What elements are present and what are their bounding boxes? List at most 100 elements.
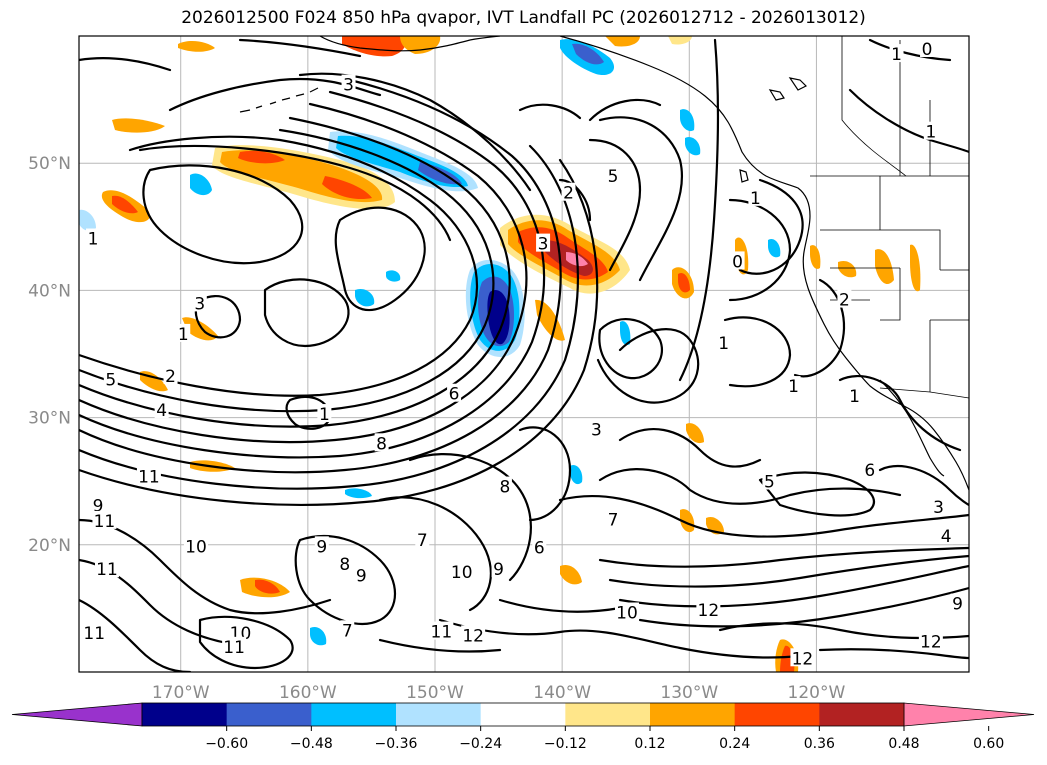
contour-label: 1 [319, 405, 330, 425]
contour-label: 11 [96, 560, 118, 580]
contour-label: 11 [223, 638, 245, 658]
contour-label-halo [730, 251, 745, 270]
contour-line [294, 535, 396, 625]
coastline-west-na [559, 36, 969, 491]
contour-label-halo [136, 466, 161, 485]
contour-line [818, 648, 969, 660]
colorbar-tick-label: −0.48 [290, 736, 333, 752]
contour-label-halo [847, 386, 862, 405]
contour-label: 1 [88, 230, 99, 250]
contour-line [678, 38, 720, 382]
contour-label: 1 [849, 387, 860, 407]
contour-label: 6 [449, 385, 460, 405]
shading-positive-band-north-inner2 [322, 176, 372, 200]
contour-label: 2 [563, 184, 574, 204]
shaded-anomaly-field [79, 36, 921, 672]
lon-tick-label: 160°W [279, 683, 337, 703]
contour-label-halo [939, 526, 954, 545]
contour-line [618, 428, 762, 468]
contour-line [738, 178, 804, 275]
contour-line [588, 138, 642, 272]
shading-negative-west-1 [190, 173, 212, 196]
contour-label: 0 [922, 40, 933, 60]
colorbar-segment [226, 703, 312, 726]
contour-line [285, 395, 332, 430]
contour-label: 2 [165, 367, 176, 387]
coastline-islands [739, 77, 808, 183]
colorbar-tick-label: −0.36 [375, 736, 418, 752]
shading-positive-south-strip [535, 299, 565, 341]
colorbar-segment [142, 703, 228, 726]
shading-negative-low-mid [310, 626, 327, 646]
shading-negative-low-mid2 [570, 464, 583, 485]
shading-negative-top-1-inner [572, 43, 604, 65]
shading-positive-se-1 [680, 509, 695, 533]
contour-line [79, 144, 580, 490]
contour-line [79, 128, 495, 413]
contour-label-halo [447, 383, 462, 402]
shading-negative-coast-2 [620, 321, 631, 346]
lon-tick-label: 140°W [533, 683, 591, 703]
contour-label-halo [354, 565, 369, 584]
shading-positive-west-low-inner [255, 579, 280, 594]
lon-tick-label: 150°W [406, 683, 464, 703]
contour-line [79, 158, 599, 506]
contour-label-halo [429, 621, 454, 640]
colorbar-segment [650, 703, 736, 726]
contour-line [598, 468, 902, 505]
contour-label-halo [920, 38, 935, 57]
contour-label-halo [589, 419, 604, 438]
contour-line [79, 135, 478, 397]
contour-label: 9 [93, 497, 104, 517]
contour-line [518, 426, 572, 522]
contour-label: 3 [933, 498, 944, 518]
contour-line [378, 496, 492, 612]
contour-label: 11 [83, 624, 105, 644]
contour-label-halo [337, 554, 352, 573]
contour-label-halo [228, 622, 253, 641]
contour-label-halo [314, 536, 329, 555]
contour-label-halo [222, 636, 247, 655]
contour-line [598, 116, 683, 282]
contour-label-halo [82, 622, 107, 641]
colorbar-tick-label: 0.60 [973, 736, 1004, 752]
shading-negative-coast-4 [685, 136, 701, 156]
shading-positive-nw-1-inner [112, 195, 138, 214]
contour-line [518, 103, 582, 120]
colorbar-tick-label: 0.48 [888, 736, 919, 752]
shading-negative-coast-3 [680, 109, 695, 132]
contour-label: 7 [417, 531, 428, 551]
contour-label: 1 [178, 325, 189, 345]
contour-line [723, 316, 792, 388]
map-frame [78, 35, 970, 673]
colorbar-tick-label: −0.12 [544, 736, 587, 752]
contour-label: 9 [356, 567, 367, 587]
contour-line [79, 90, 546, 459]
contour-label: 11 [138, 467, 160, 487]
contour-label-halo [449, 561, 474, 580]
contour-label: 1 [750, 189, 761, 209]
contour-label-halo [786, 376, 801, 395]
contour-line [198, 615, 294, 670]
contour-label-halo [837, 289, 852, 308]
contour-label-halo [696, 599, 721, 618]
contour-label: 4 [156, 401, 167, 421]
shading-positive-land-3 [910, 244, 921, 292]
contour-label: 12 [920, 633, 942, 653]
contour-label: 1 [925, 123, 936, 143]
coastline-baja [879, 379, 945, 477]
contour-label: 1 [891, 45, 902, 65]
contour-label-halo [950, 593, 965, 612]
contour-label-halo [497, 476, 512, 495]
colorbar-tick-label: 0.12 [634, 736, 665, 752]
contour-label-halo [862, 460, 877, 479]
colorbar-tick-label: 0.36 [804, 736, 835, 752]
contour-label-halo [85, 228, 100, 247]
contour-line [142, 164, 304, 265]
contour-line [878, 465, 969, 507]
coastline-alaska [319, 36, 501, 52]
shading-positive-top-4 [605, 36, 640, 47]
contour-label-halo [103, 369, 118, 388]
contour-label-halo [317, 404, 332, 423]
